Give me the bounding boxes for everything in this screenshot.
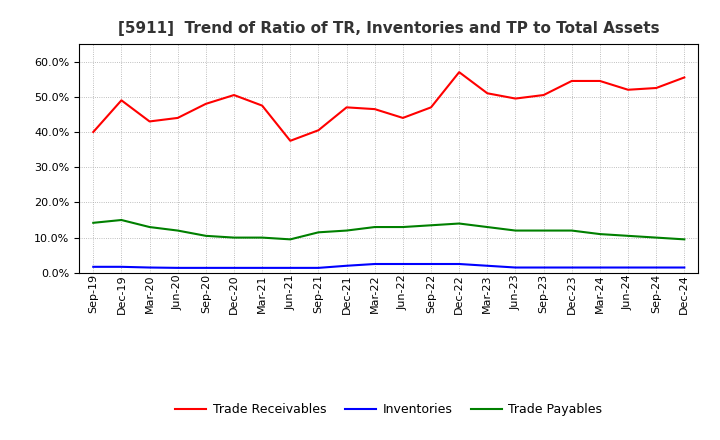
Trade Payables bbox=[624, 233, 632, 238]
Inventories bbox=[511, 265, 520, 270]
Inventories bbox=[370, 261, 379, 267]
Inventories bbox=[117, 264, 126, 269]
Trade Payables bbox=[427, 223, 436, 228]
Trade Receivables bbox=[314, 128, 323, 133]
Trade Receivables bbox=[455, 70, 464, 75]
Trade Receivables bbox=[483, 91, 492, 96]
Trade Payables bbox=[117, 217, 126, 223]
Trade Payables bbox=[511, 228, 520, 233]
Inventories bbox=[624, 265, 632, 270]
Title: [5911]  Trend of Ratio of TR, Inventories and TP to Total Assets: [5911] Trend of Ratio of TR, Inventories… bbox=[118, 21, 660, 36]
Trade Payables bbox=[595, 231, 604, 237]
Trade Receivables bbox=[230, 92, 238, 98]
Trade Receivables bbox=[595, 78, 604, 84]
Trade Payables bbox=[314, 230, 323, 235]
Trade Receivables bbox=[624, 87, 632, 92]
Inventories bbox=[427, 261, 436, 267]
Inventories bbox=[258, 265, 266, 271]
Line: Trade Receivables: Trade Receivables bbox=[94, 72, 684, 141]
Inventories bbox=[202, 265, 210, 271]
Inventories bbox=[595, 265, 604, 270]
Trade Payables bbox=[145, 224, 154, 230]
Trade Receivables bbox=[567, 78, 576, 84]
Trade Receivables bbox=[652, 85, 660, 91]
Trade Receivables bbox=[399, 115, 408, 121]
Inventories bbox=[680, 265, 688, 270]
Inventories bbox=[286, 265, 294, 271]
Legend: Trade Receivables, Inventories, Trade Payables: Trade Receivables, Inventories, Trade Pa… bbox=[170, 398, 608, 421]
Trade Payables bbox=[342, 228, 351, 233]
Trade Receivables bbox=[286, 138, 294, 143]
Trade Receivables bbox=[145, 119, 154, 124]
Trade Receivables bbox=[370, 106, 379, 112]
Inventories bbox=[342, 263, 351, 268]
Trade Payables bbox=[539, 228, 548, 233]
Trade Payables bbox=[89, 220, 98, 225]
Trade Receivables bbox=[258, 103, 266, 108]
Trade Receivables bbox=[117, 98, 126, 103]
Trade Payables bbox=[230, 235, 238, 240]
Trade Payables bbox=[174, 228, 182, 233]
Trade Receivables bbox=[342, 105, 351, 110]
Trade Receivables bbox=[427, 105, 436, 110]
Trade Receivables bbox=[89, 129, 98, 135]
Trade Receivables bbox=[174, 115, 182, 121]
Inventories bbox=[539, 265, 548, 270]
Inventories bbox=[230, 265, 238, 271]
Line: Trade Payables: Trade Payables bbox=[94, 220, 684, 239]
Inventories bbox=[314, 265, 323, 271]
Inventories bbox=[455, 261, 464, 267]
Trade Payables bbox=[455, 221, 464, 226]
Trade Receivables bbox=[539, 92, 548, 98]
Inventories bbox=[652, 265, 660, 270]
Inventories bbox=[89, 264, 98, 269]
Trade Payables bbox=[652, 235, 660, 240]
Trade Payables bbox=[680, 237, 688, 242]
Trade Payables bbox=[286, 237, 294, 242]
Trade Payables bbox=[483, 224, 492, 230]
Line: Inventories: Inventories bbox=[94, 264, 684, 268]
Trade Payables bbox=[399, 224, 408, 230]
Inventories bbox=[174, 265, 182, 271]
Trade Receivables bbox=[202, 101, 210, 106]
Inventories bbox=[567, 265, 576, 270]
Inventories bbox=[145, 265, 154, 270]
Trade Receivables bbox=[511, 96, 520, 101]
Trade Payables bbox=[258, 235, 266, 240]
Trade Receivables bbox=[680, 75, 688, 80]
Inventories bbox=[399, 261, 408, 267]
Trade Payables bbox=[370, 224, 379, 230]
Inventories bbox=[483, 263, 492, 268]
Trade Payables bbox=[567, 228, 576, 233]
Trade Payables bbox=[202, 233, 210, 238]
